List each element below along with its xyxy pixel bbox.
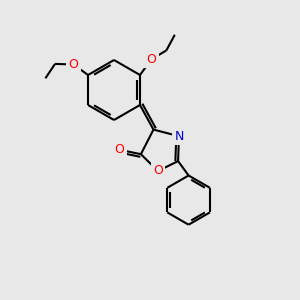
Text: O: O [114, 143, 124, 156]
Text: O: O [146, 53, 156, 66]
Text: O: O [69, 58, 79, 71]
Text: O: O [153, 164, 163, 178]
Text: N: N [174, 130, 184, 143]
